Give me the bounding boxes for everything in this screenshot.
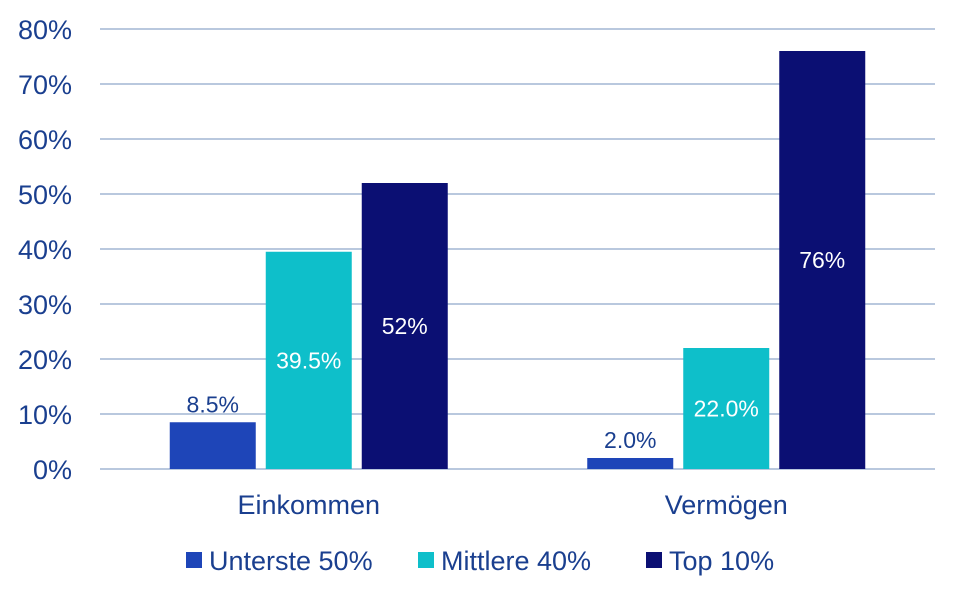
legend-label: Unterste 50% <box>209 546 373 576</box>
data-label: 39.5% <box>276 347 341 373</box>
y-tick-label: 30% <box>18 290 72 320</box>
bar <box>361 183 448 469</box>
y-tick-label: 40% <box>18 235 72 265</box>
y-tick-label: 60% <box>18 125 72 155</box>
bar <box>265 251 352 469</box>
bar <box>683 348 770 469</box>
y-tick-label: 0% <box>33 455 72 485</box>
x-category-label: Einkommen <box>237 490 380 520</box>
legend-swatch <box>646 552 662 568</box>
data-label: 22.0% <box>694 396 759 422</box>
data-label: 52% <box>382 313 428 339</box>
x-category-label: Vermögen <box>665 490 788 520</box>
data-label: 2.0% <box>604 427 656 453</box>
bar <box>587 458 674 469</box>
y-tick-label: 20% <box>18 345 72 375</box>
legend-label: Top 10% <box>669 546 774 576</box>
legend-swatch <box>186 552 202 568</box>
legend-swatch <box>418 552 434 568</box>
y-tick-label: 70% <box>18 70 72 100</box>
y-tick-label: 10% <box>18 400 72 430</box>
y-tick-label: 50% <box>18 180 72 210</box>
legend-label: Mittlere 40% <box>441 546 591 576</box>
data-label: 76% <box>799 247 845 273</box>
data-label: 8.5% <box>187 391 239 417</box>
bar <box>169 422 256 469</box>
bar <box>779 51 866 469</box>
y-tick-label: 80% <box>18 15 72 45</box>
